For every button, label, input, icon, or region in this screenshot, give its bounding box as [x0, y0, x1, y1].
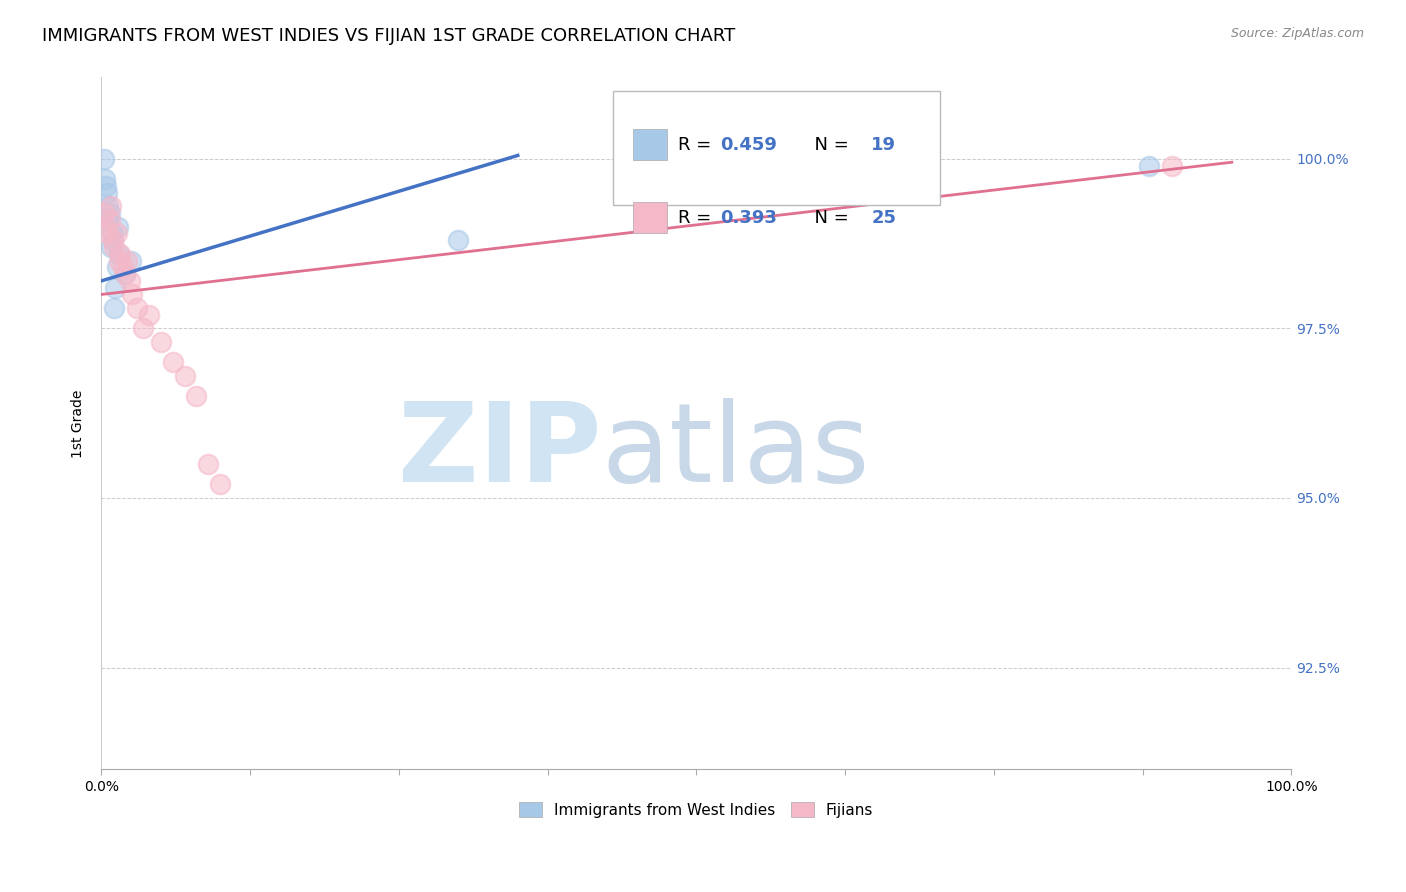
Point: [101, 227, 124, 241]
Text: R =: R =: [679, 209, 717, 227]
Point: [103, 301, 125, 315]
Point: [1137, 159, 1160, 173]
Point: [162, 355, 184, 369]
Text: 0.459: 0.459: [720, 136, 778, 154]
Point: [209, 477, 232, 491]
Point: [101, 233, 124, 247]
Point: [110, 247, 132, 261]
Point: [117, 253, 139, 268]
Point: [94, 219, 117, 234]
Point: [173, 368, 195, 383]
Point: [100, 199, 122, 213]
Text: 0.393: 0.393: [720, 209, 778, 227]
Text: 19: 19: [872, 136, 896, 154]
Point: [108, 247, 131, 261]
Point: [93, 152, 115, 166]
Point: [101, 233, 124, 247]
Point: [111, 260, 134, 275]
Y-axis label: 1st Grade: 1st Grade: [72, 389, 86, 458]
Bar: [633, 129, 666, 161]
Point: [149, 334, 172, 349]
Point: [114, 267, 136, 281]
Point: [103, 240, 125, 254]
Point: [98, 206, 121, 220]
Text: atlas: atlas: [600, 398, 869, 505]
Point: [108, 253, 131, 268]
Text: N =: N =: [803, 136, 855, 154]
Text: 25: 25: [872, 209, 896, 227]
Point: [97, 213, 120, 227]
Point: [105, 260, 128, 275]
Legend: Immigrants from West Indies, Fijians: Immigrants from West Indies, Fijians: [513, 796, 880, 824]
Point: [118, 274, 141, 288]
Point: [447, 233, 470, 247]
Point: [125, 301, 148, 315]
Text: R =: R =: [679, 136, 717, 154]
Point: [197, 457, 219, 471]
Point: [97, 199, 120, 213]
Text: ZIP: ZIP: [398, 398, 600, 505]
Point: [121, 287, 143, 301]
Point: [132, 321, 155, 335]
Point: [98, 213, 121, 227]
Point: [94, 172, 117, 186]
Point: [186, 389, 208, 403]
Point: [105, 227, 128, 241]
Bar: [633, 202, 666, 233]
Point: [93, 206, 115, 220]
FancyBboxPatch shape: [613, 91, 941, 205]
Point: [104, 281, 127, 295]
Point: [107, 219, 129, 234]
Point: [94, 178, 117, 193]
Point: [1161, 159, 1184, 173]
Point: [114, 267, 136, 281]
Point: [96, 227, 118, 241]
Text: N =: N =: [803, 209, 855, 227]
Point: [96, 186, 118, 200]
Text: Source: ZipAtlas.com: Source: ZipAtlas.com: [1230, 27, 1364, 40]
Point: [138, 308, 160, 322]
Point: [100, 240, 122, 254]
Point: [120, 253, 142, 268]
Text: IMMIGRANTS FROM WEST INDIES VS FIJIAN 1ST GRADE CORRELATION CHART: IMMIGRANTS FROM WEST INDIES VS FIJIAN 1S…: [42, 27, 735, 45]
